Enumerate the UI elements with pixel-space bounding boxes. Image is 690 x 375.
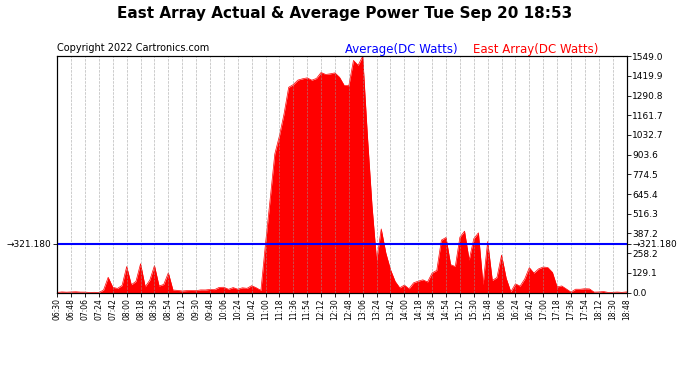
Text: Average(DC Watts): Average(DC Watts) [345, 43, 457, 56]
Text: East Array Actual & Average Power Tue Sep 20 18:53: East Array Actual & Average Power Tue Se… [117, 6, 573, 21]
Text: East Array(DC Watts): East Array(DC Watts) [473, 43, 598, 56]
Text: Copyright 2022 Cartronics.com: Copyright 2022 Cartronics.com [57, 43, 210, 53]
